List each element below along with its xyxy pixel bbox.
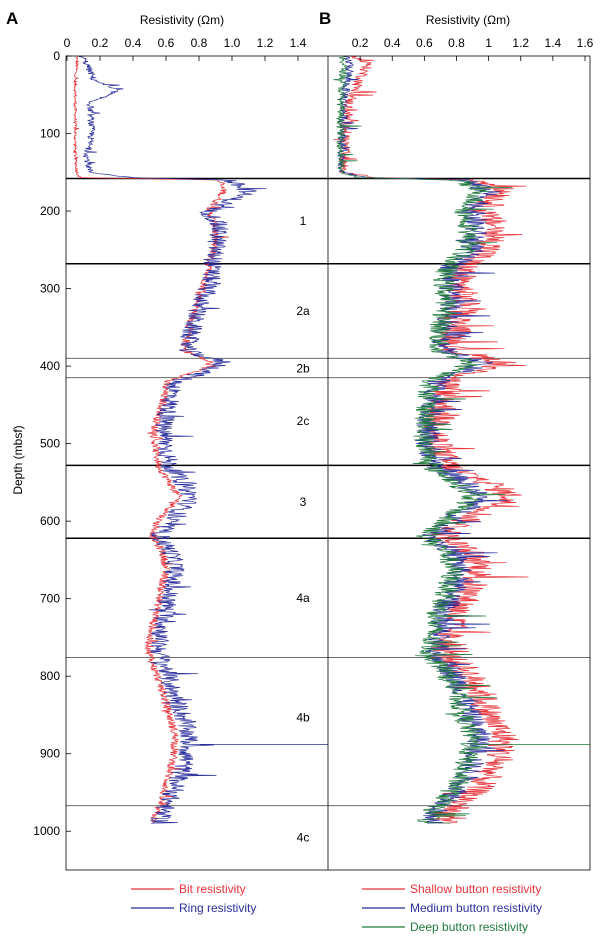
unit-labels: 1 2a 2b 2c 3 4a 4b 4c: [296, 214, 310, 844]
unit-label: 4a: [296, 591, 310, 605]
ytick-label: 400: [40, 359, 60, 373]
ytick-label: 100: [40, 127, 60, 141]
ytick-label: 700: [40, 592, 60, 606]
panel-b-xtick-label: 1.2: [512, 36, 529, 50]
panel-a-letter: A: [6, 9, 18, 28]
panel-b-xtick-label: 1.4: [545, 36, 562, 50]
ytick-label: 1000: [33, 824, 60, 838]
legend: Bit resistivity Ring resistivity Shallow b…: [131, 882, 542, 934]
panel-b-xtick-label: 1: [485, 36, 492, 50]
panel-a-xtick-label: 0: [64, 36, 71, 50]
legend-label: Shallow button resistivity: [410, 882, 541, 896]
legend-label: Bit resistivity: [179, 882, 246, 896]
legend-label: Deep button resistivity: [410, 920, 528, 934]
panel-b-xtick-label: 0.8: [448, 36, 465, 50]
ytick-label: 200: [40, 204, 60, 218]
panel-b-xlabel: Resistivity (Ωm): [426, 13, 510, 27]
panel-b-xtick-label: 1.6: [577, 36, 594, 50]
panel-a-xlabel: Resistivity (Ωm): [140, 13, 224, 27]
ytick-label: 900: [40, 747, 60, 761]
ytick-label: 500: [40, 437, 60, 451]
unit-label: 3: [300, 495, 307, 509]
panel-a-xtick-label: 1.2: [257, 36, 274, 50]
legend-label: Medium button resistivity: [410, 901, 542, 915]
panel-a-xtick-label: 0.6: [158, 36, 175, 50]
unit-label: 4b: [296, 710, 310, 724]
panel-b-series-deep: [333, 55, 513, 824]
panel-a-plot: [72, 55, 328, 824]
panel-b-xtick-label: 0.2: [352, 36, 369, 50]
ytick-label: 300: [40, 282, 60, 296]
panel-b-xtick-label: 0.4: [384, 36, 401, 50]
panel-a-series-bit: [72, 56, 230, 824]
unit-label: 2a: [296, 304, 310, 318]
unit-label: 1: [300, 214, 307, 228]
ytick-label: 600: [40, 514, 60, 528]
y-axis-label: Depth (mbsf): [11, 425, 25, 494]
unit-label: 2b: [296, 361, 310, 375]
ytick-label: 0: [53, 49, 60, 63]
axes: 0 0.2 0.4 0.6 0.8 1.0 1.2 1.4 0.2 0.4 0.6 0.8 1 1.2 1.…: [33, 36, 594, 871]
panel-a-series-ring: [78, 55, 267, 824]
panel-b-letter: B: [319, 9, 331, 28]
legend-label: Ring resistivity: [179, 901, 256, 915]
panel-a-xtick-label: 0.2: [92, 36, 109, 50]
panel-b-xtick-label: 0.6: [416, 36, 433, 50]
panel-a-xtick-label: 1.4: [290, 36, 307, 50]
ytick-label: 800: [40, 669, 60, 683]
panel-a-xtick-label: 1.0: [224, 36, 241, 50]
panel-a-xtick-label: 0.4: [125, 36, 142, 50]
unit-label: 4c: [297, 830, 310, 844]
panel-a-xtick-label: 0.8: [191, 36, 208, 50]
panel-b-plot: [333, 55, 590, 824]
unit-label: 2c: [297, 414, 310, 428]
